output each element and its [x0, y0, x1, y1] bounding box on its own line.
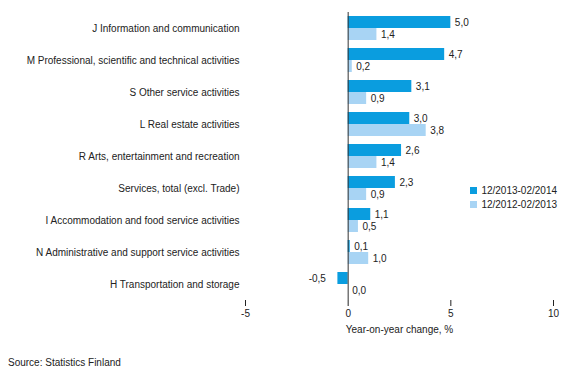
svg-text:Services, total (excl. Trade): Services, total (excl. Trade) — [118, 183, 239, 194]
html-text:12/2012-02/2013: 12/2012-02/2013 — [481, 199, 557, 210]
svg-text:Year-on-year change, %: Year-on-year change, % — [346, 324, 454, 335]
svg-text:1,0: 1,0 — [373, 253, 387, 264]
svg-text:R Arts, entertainment and recr: R Arts, entertainment and recreation — [79, 151, 240, 162]
svg-text:1,1: 1,1 — [375, 209, 389, 220]
svg-text:N Administrative and support s: N Administrative and support service act… — [36, 247, 239, 258]
html-text:12/2013-02/2014: 12/2013-02/2014 — [481, 185, 557, 196]
svg-text:I Accommodation and food servi: I Accommodation and food service activit… — [46, 215, 240, 226]
svg-text:H Transportation and storage: H Transportation and storage — [110, 279, 240, 290]
svg-text:0,9: 0,9 — [371, 93, 385, 104]
svg-text:0,0: 0,0 — [352, 285, 366, 296]
svg-text:1,4: 1,4 — [381, 29, 395, 40]
svg-text:3,1: 3,1 — [416, 81, 430, 92]
svg-text:3,8: 3,8 — [430, 125, 444, 136]
svg-text:2,3: 2,3 — [399, 177, 413, 188]
svg-text:5,0: 5,0 — [455, 17, 469, 28]
svg-text:0,9: 0,9 — [371, 189, 385, 200]
svg-text:0,1: 0,1 — [354, 241, 368, 252]
svg-text:L Real estate activities: L Real estate activities — [140, 119, 240, 130]
svg-text:0,2: 0,2 — [356, 61, 370, 72]
svg-text:S Other service activities: S Other service activities — [129, 87, 239, 98]
svg-text:M Professional, scientific and: M Professional, scientific and technical… — [27, 55, 240, 66]
svg-text:-0,5: -0,5 — [309, 273, 327, 284]
svg-text:0: 0 — [345, 308, 351, 319]
svg-text:-5: -5 — [241, 308, 250, 319]
html-text:Source: Statistics Finland: Source: Statistics Finland — [8, 357, 121, 368]
svg-text:J Information and communicatio: J Information and communication — [92, 23, 239, 34]
svg-text:10: 10 — [548, 308, 560, 319]
svg-text:4,7: 4,7 — [449, 49, 463, 60]
svg-text:5: 5 — [448, 308, 454, 319]
svg-text:2,6: 2,6 — [406, 145, 420, 156]
svg-text:3,0: 3,0 — [414, 113, 428, 124]
svg-text:0,5: 0,5 — [362, 221, 376, 232]
svg-text:1,4: 1,4 — [381, 157, 395, 168]
